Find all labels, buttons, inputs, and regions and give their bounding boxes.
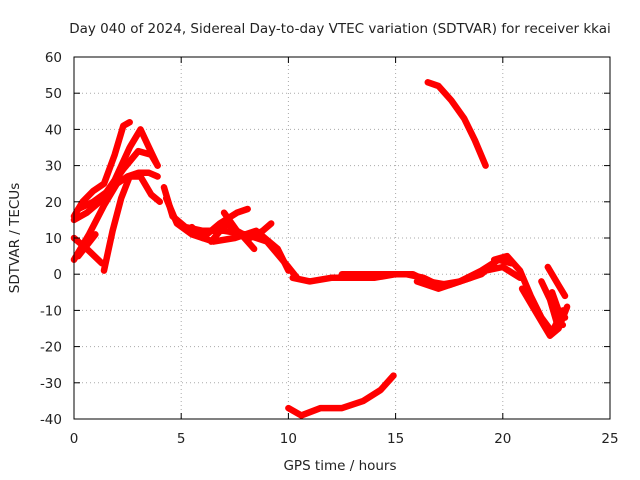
sdtvar-series-track-t (544, 263, 569, 300)
x-tick-label: 20 (494, 431, 511, 447)
sdtvar-series-track-c (75, 147, 161, 213)
y-tick-label: -40 (40, 412, 62, 428)
sdtvar-series-track-l (220, 209, 275, 242)
y-tick-label: 20 (45, 195, 62, 211)
x-tick-label: 5 (177, 431, 186, 447)
sdtvar-series-track-b (70, 126, 161, 224)
y-tick-label: -10 (40, 303, 62, 319)
sdtvar-series-track-d (70, 169, 161, 263)
sdtvar-series-track-s (548, 289, 569, 321)
y-tick-label: 0 (53, 267, 62, 283)
chart-title: Day 040 of 2024, Sidereal Day-to-day VTE… (69, 21, 611, 37)
grid-lines (74, 57, 610, 419)
y-tick-label: 30 (45, 159, 62, 175)
axis-ticks: 0 5 10 15 20 25 -40 -30 -20 -10 0 10 20 30 40 50 60 (40, 50, 619, 447)
y-tick-label: 60 (45, 50, 62, 66)
y-axis-label: SDTVAR / TECUs (7, 183, 23, 293)
y-tick-label: 40 (45, 122, 62, 138)
x-tick-label: 15 (387, 431, 404, 447)
x-tick-label: 10 (280, 431, 297, 447)
sdtvar-series-track-i (162, 194, 292, 274)
sdtvar-series-track-v (424, 79, 489, 169)
data-series-group (70, 79, 571, 419)
sdtvar-series-track-e (100, 173, 164, 274)
x-axis-label: GPS time / hours (283, 458, 396, 474)
x-tick-label: 25 (601, 431, 618, 447)
sdtvar-series-track-u (285, 372, 397, 419)
y-tick-label: -20 (40, 340, 62, 356)
sdtvar-series-track-g (75, 231, 99, 260)
y-tick-label: 10 (45, 231, 62, 247)
y-tick-label: 50 (45, 86, 62, 102)
sdtvar-series-track-a (70, 118, 133, 220)
sdtvar-series-track-r (538, 278, 567, 329)
x-tick-label: 0 (70, 431, 79, 447)
y-tick-label: -30 (40, 376, 62, 392)
sdtvar-series-track-j (188, 205, 251, 242)
